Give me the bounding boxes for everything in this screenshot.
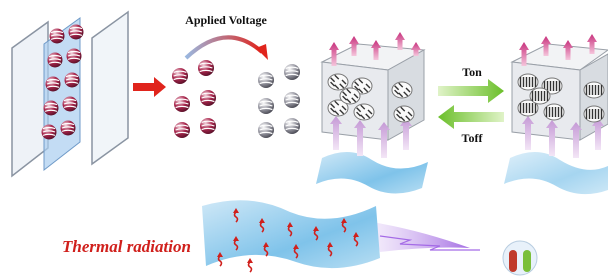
device-icon [503,241,537,275]
glass-pane [12,22,48,176]
wave-sheet [504,152,608,194]
heat-arrow [249,262,252,272]
page: Applied Voltage Ton Toff Thermal radiati… [0,0,608,277]
toggle-green [523,250,531,272]
wave-sheet [316,152,428,194]
ton-label: Ton [462,65,482,79]
arrow [133,77,166,97]
toff-label: Toff [462,131,484,145]
thermal-radiation-label: Thermal radiation [62,237,191,256]
arrow-ton [438,79,504,103]
arrow-toff [438,105,504,129]
glass-pane [92,12,128,164]
curved-arrow [186,37,262,58]
diagram: Applied Voltage Ton Toff Thermal radiati… [0,0,608,277]
applied-voltage-label: Applied Voltage [185,13,267,27]
toggle-red [509,250,517,272]
heat-arrow-head [247,258,253,263]
